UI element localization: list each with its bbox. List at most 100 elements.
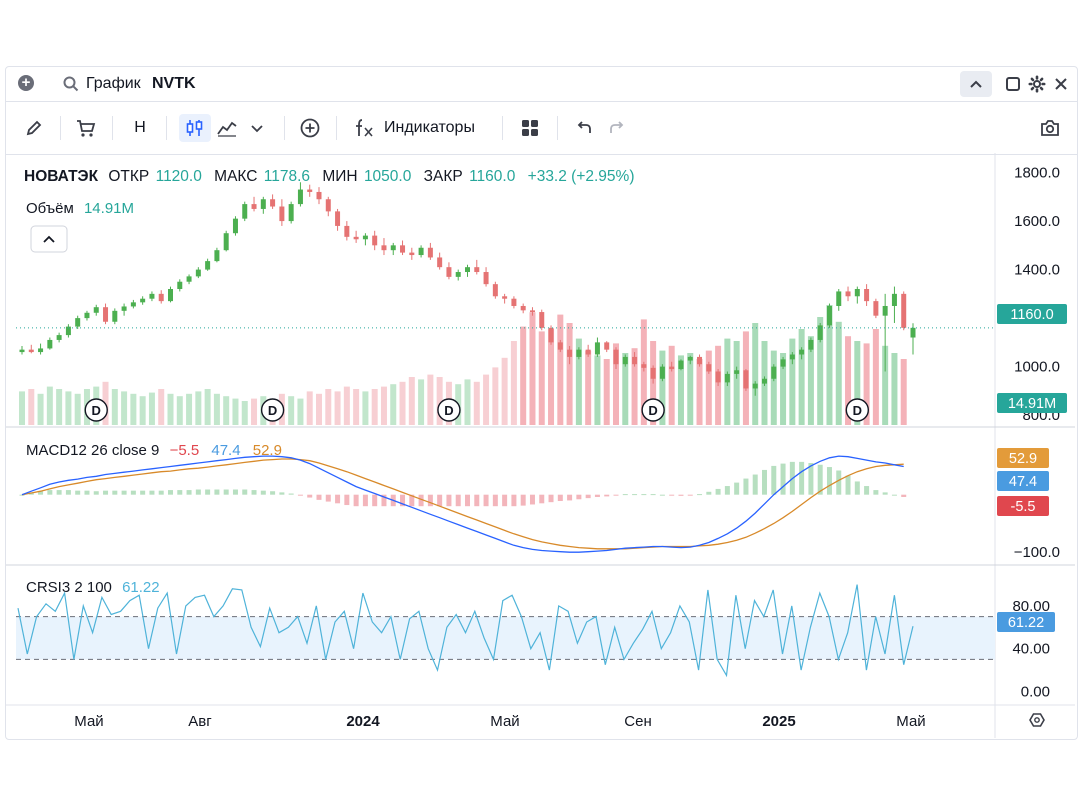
volume-bar xyxy=(705,350,712,425)
series-name: НОВАТЭК xyxy=(24,168,99,185)
symbol-label[interactable]: NVTK xyxy=(152,75,196,92)
candle-body xyxy=(557,342,563,350)
camera-icon xyxy=(1041,120,1059,136)
volume-bar xyxy=(483,374,490,425)
volume-bar xyxy=(46,386,53,425)
volume-bar xyxy=(473,381,480,425)
maximize-icon[interactable] xyxy=(1004,75,1022,93)
area-chart-icon xyxy=(217,121,237,137)
volume-bar xyxy=(900,359,907,425)
svg-text:CRSI3 2 100 61.22: CRSI3 2 100 61.22 xyxy=(26,579,160,596)
volume-bar xyxy=(826,305,833,425)
volume-bar xyxy=(687,353,694,425)
candle-body xyxy=(362,235,368,240)
macd-histogram-bar xyxy=(808,463,814,495)
candle-body xyxy=(697,356,703,365)
candle-body xyxy=(205,261,211,270)
macd-histogram-bar xyxy=(223,489,229,495)
candle-body xyxy=(437,257,443,268)
macd-name: MACD12 26 close 9 xyxy=(26,442,159,459)
trade-button[interactable] xyxy=(72,114,100,142)
undo-button[interactable] xyxy=(569,114,597,142)
indicators-button[interactable]: Индикаторы xyxy=(352,114,488,142)
candle-body xyxy=(511,298,517,306)
legend-collapse-button[interactable] xyxy=(30,225,68,253)
volume-bar xyxy=(613,343,619,425)
volume-label: Объём xyxy=(26,200,74,217)
volume-bar xyxy=(139,396,146,425)
macd-histogram-bar xyxy=(613,494,619,496)
macd-histogram-bar xyxy=(743,478,749,495)
candle-body xyxy=(762,378,767,384)
volume-bar xyxy=(74,393,81,425)
candle-body xyxy=(84,312,90,319)
compare-button[interactable] xyxy=(296,114,324,142)
macd-histogram-bar xyxy=(604,494,610,497)
candle-body xyxy=(622,356,628,365)
redo-button[interactable] xyxy=(604,114,632,142)
volume-bar xyxy=(288,396,295,425)
crsi-value: 61.22 xyxy=(122,579,160,596)
close-icon[interactable] xyxy=(1052,75,1070,93)
macd-histogram-bar xyxy=(47,490,53,495)
macd-histogram-bar xyxy=(242,489,248,495)
candle-body xyxy=(455,272,461,277)
axis-settings-button[interactable] xyxy=(1029,713,1045,727)
macd-hist-value: −5.5 xyxy=(170,442,200,459)
volume-bar xyxy=(510,341,517,425)
candle-body xyxy=(678,360,684,370)
candle-body xyxy=(669,366,675,370)
candles-button[interactable] xyxy=(179,114,211,142)
macd-histogram-bar xyxy=(891,494,897,496)
candle-body xyxy=(325,199,331,212)
macd-histogram-bar xyxy=(632,494,638,496)
volume-bar xyxy=(575,338,582,425)
time-tick-label: Май xyxy=(490,713,519,730)
candle-body xyxy=(901,293,907,328)
candle-body xyxy=(279,206,285,222)
macd-histogram-bar xyxy=(567,494,573,501)
chart-type-dropdown[interactable] xyxy=(246,114,268,142)
macd-histogram-bar xyxy=(557,494,563,502)
macd-badge: 47.4 xyxy=(997,471,1049,491)
macd-histogram-bar xyxy=(149,490,155,495)
candle-body xyxy=(743,370,749,389)
layout-button[interactable] xyxy=(516,114,544,142)
chart-type-button[interactable] xyxy=(214,114,240,142)
settings-hex-icon xyxy=(1029,713,1045,727)
macd-histogram-bar xyxy=(112,490,118,495)
candlestick-icon xyxy=(186,120,203,136)
volume-bar xyxy=(56,389,63,425)
macd-histogram-bar xyxy=(28,492,34,495)
candle-body xyxy=(613,349,619,365)
add-icon[interactable]: + xyxy=(18,75,34,91)
dividend-marker xyxy=(845,398,870,422)
candle-body xyxy=(242,204,248,219)
macd-histogram-bar xyxy=(474,494,480,507)
collapse-button[interactable] xyxy=(960,71,992,97)
macd-histogram-bar xyxy=(130,490,136,495)
chevron-up-icon xyxy=(43,235,55,243)
svg-text:MACD12 26 close 9 −5.5: MACD12 26 close 9 −5.5 47.4 52.9 xyxy=(26,442,282,459)
macd-histogram-bar xyxy=(799,461,805,495)
indicators-label: Индикаторы xyxy=(384,119,475,136)
candle-body xyxy=(335,211,341,226)
candle-body xyxy=(567,349,573,357)
search-icon[interactable] xyxy=(62,75,80,93)
crsi-line xyxy=(17,584,914,678)
macd-histogram-bar xyxy=(529,494,535,505)
candle-body xyxy=(632,356,638,365)
volume-bar xyxy=(538,331,545,425)
time-tick-label: 2025 xyxy=(762,713,795,730)
draw-button[interactable] xyxy=(20,114,48,142)
macd-histogram-bar xyxy=(158,490,164,495)
gear-icon[interactable] xyxy=(1028,75,1046,93)
interval-button[interactable]: Н xyxy=(126,114,154,142)
volume-bar xyxy=(390,384,397,425)
macd-histogram-bar xyxy=(697,494,703,496)
snapshot-button[interactable] xyxy=(1036,114,1064,142)
macd-histogram-bar xyxy=(622,494,628,496)
candle-body xyxy=(715,371,721,383)
macd-histogram-bar xyxy=(297,494,303,496)
